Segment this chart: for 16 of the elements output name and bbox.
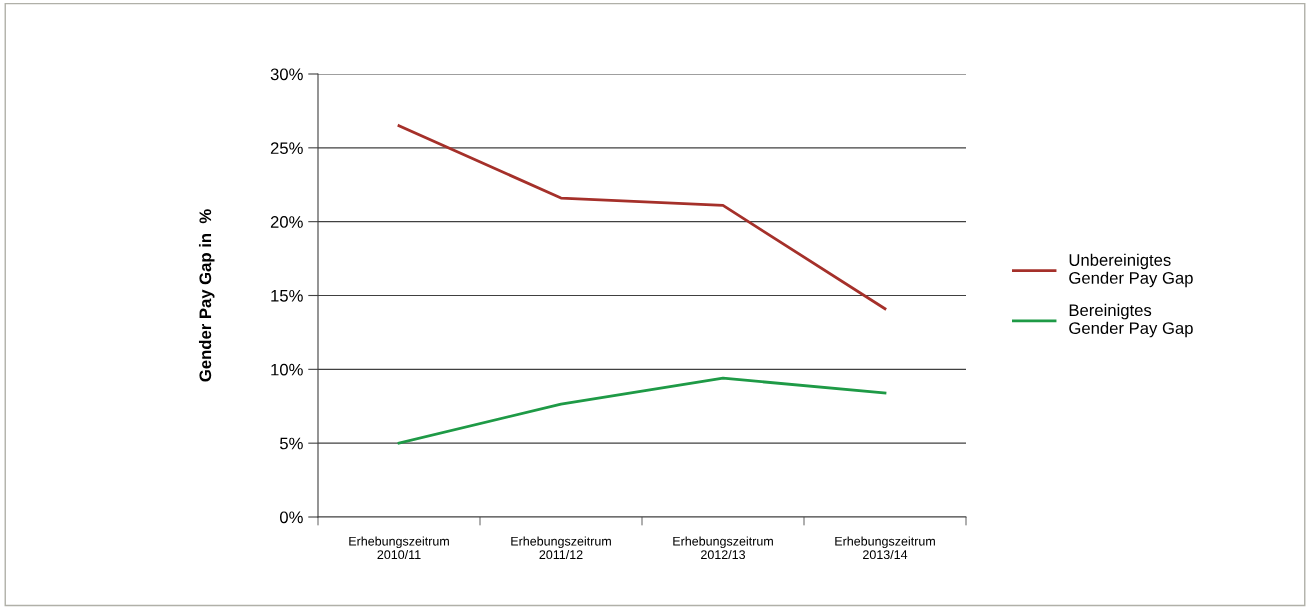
x-tick-label: Erhebungszeitrum 2010/11 [349, 536, 449, 560]
x-tick-label: Erhebungszeitrum 2012/13 [673, 536, 773, 560]
x-tick-label: Erhebungszeitrum 2011/12 [511, 536, 611, 560]
y-tick-label: 25% [270, 142, 303, 155]
line-series [397, 124, 887, 311]
y-tick-label: 10% [271, 363, 303, 376]
y-tick-label: 20% [270, 216, 303, 228]
legend-label: Unbereinigtes Gender Pay Gap [1069, 253, 1193, 288]
y-tick-label: 15% [271, 289, 303, 302]
y-tick-label: 5% [279, 437, 303, 450]
line-series [397, 376, 887, 445]
y-tick-label: 0% [279, 511, 303, 524]
y-tick-label: 30% [270, 68, 303, 81]
x-tick-label: Erhebungszeitrum 2013/14 [835, 536, 935, 560]
legend-label: Bereinigtes Gender Pay Gap [1069, 303, 1193, 338]
y-axis-title: Gender Pay Gap in % [198, 209, 215, 382]
